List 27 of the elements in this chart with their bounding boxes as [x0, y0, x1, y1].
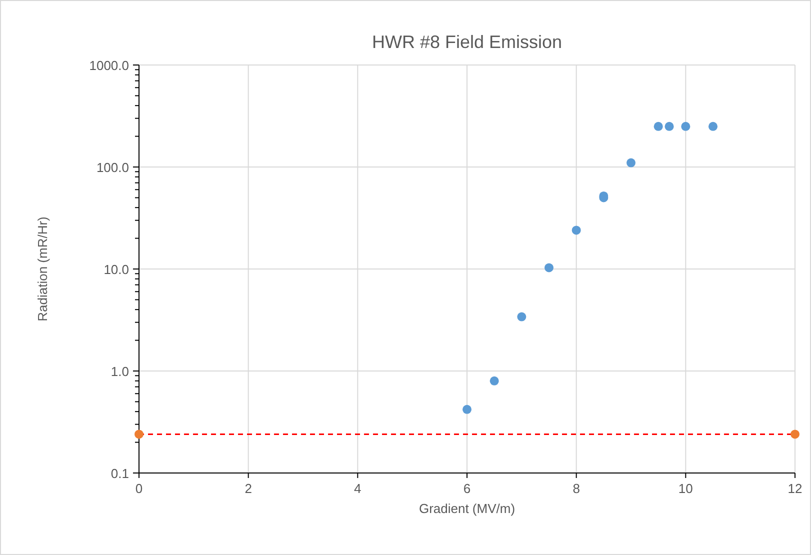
y-tick-label: 1000.0 [89, 58, 129, 73]
point [490, 376, 499, 386]
point [708, 122, 718, 131]
point [626, 158, 636, 168]
point [544, 263, 554, 272]
x-axis-title: Gradient (MV/m) [418, 501, 516, 516]
x-tick-label: 12 [788, 481, 802, 496]
x-tick-label: 8 [572, 481, 580, 496]
x-tick-label: 10 [678, 481, 693, 496]
y-tick-label: 100.0 [96, 160, 129, 175]
point [654, 122, 663, 131]
point [681, 122, 690, 131]
chart-title: HWR #8 Field Emission [372, 32, 562, 52]
x-tick-label: 6 [463, 481, 471, 496]
x-tick-label: 0 [135, 481, 143, 496]
x-tick-label: 2 [244, 481, 252, 496]
point [790, 430, 800, 439]
y-tick-label: 10.0 [104, 262, 129, 277]
point [664, 122, 674, 131]
y-axis-title: Radiation (mR/Hr) [35, 216, 50, 322]
y-tick-label: 0.1 [110, 466, 129, 481]
point [462, 404, 472, 414]
point [134, 430, 144, 439]
point [517, 312, 526, 322]
point [572, 226, 581, 235]
x-tick-label: 4 [354, 481, 362, 496]
y-tick-label: 1.0 [110, 364, 129, 379]
